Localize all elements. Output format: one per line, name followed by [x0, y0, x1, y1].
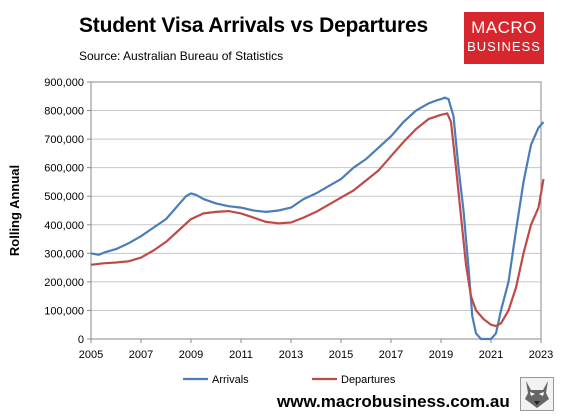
wolf-head-icon [520, 377, 554, 411]
y-tick-label: 400,000 [44, 220, 84, 232]
y-axis-label: Rolling Annual [7, 165, 22, 256]
series-line-arrivals [90, 96, 545, 341]
x-tick-label: 2021 [479, 349, 503, 361]
y-tick-label: 300,000 [44, 248, 84, 260]
x-tick-label: 2017 [379, 349, 403, 361]
series-line-departures [90, 112, 545, 328]
chart-source: Source: Australian Bureau of Statistics [79, 49, 284, 63]
x-tick-label: 2007 [129, 349, 153, 361]
y-tick-label: 200,000 [44, 277, 84, 289]
legend-label-departures: Departures [341, 374, 396, 386]
macrobusiness-logo: MACRO BUSINESS [464, 12, 544, 64]
y-tick-label: 700,000 [44, 134, 84, 146]
x-tick-label: 2009 [179, 349, 203, 361]
x-tick-label: 2015 [329, 349, 353, 361]
x-tick-label: 2011 [229, 349, 253, 361]
x-tick-label: 2023 [529, 349, 553, 361]
legend-label-arrivals: Arrivals [212, 374, 249, 386]
y-tick-label: 100,000 [44, 305, 84, 317]
y-tick-label: 0 [78, 334, 84, 346]
x-tick-label: 2019 [429, 349, 453, 361]
y-tick-label: 600,000 [44, 163, 84, 175]
y-tick-label: 500,000 [44, 191, 84, 203]
y-tick-label: 800,000 [44, 106, 84, 118]
logo-line-1: MACRO [471, 18, 537, 37]
y-tick-label: 900,000 [44, 77, 84, 89]
x-tick-label: 2013 [279, 349, 303, 361]
chart-title: Student Visa Arrivals vs Departures [79, 14, 428, 37]
plot-area [90, 81, 542, 340]
x-tick-label: 2005 [79, 349, 103, 361]
logo-line-2: BUSINESS [467, 39, 541, 54]
website-url[interactable]: www.macrobusiness.com.au [277, 392, 510, 411]
